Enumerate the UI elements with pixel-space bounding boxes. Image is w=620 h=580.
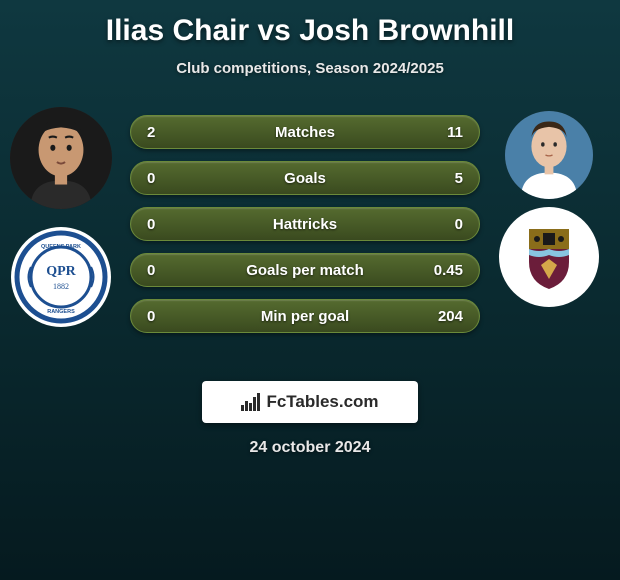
stat-row-min-per-goal: 0 Min per goal 204 — [130, 299, 480, 333]
stat-right-value: 5 — [427, 170, 463, 187]
stat-left-value: 0 — [147, 308, 183, 325]
stat-left-value: 0 — [147, 216, 183, 233]
date-text: 24 october 2024 — [0, 439, 620, 457]
stat-row-matches: 2 Matches 11 — [130, 115, 480, 149]
stat-label: Goals — [183, 170, 427, 187]
stat-rows: 2 Matches 11 0 Goals 5 0 Hattricks 0 0 G… — [130, 115, 480, 333]
stat-left-value: 0 — [147, 262, 183, 279]
svg-text:QUEENS PARK: QUEENS PARK — [41, 244, 81, 250]
right-column — [494, 107, 604, 307]
stat-left-value: 0 — [147, 170, 183, 187]
stat-row-hattricks: 0 Hattricks 0 — [130, 207, 480, 241]
stat-right-value: 204 — [427, 308, 463, 325]
club-right-svg — [499, 207, 599, 307]
svg-text:QPR: QPR — [46, 264, 76, 279]
player-right-photo — [505, 111, 593, 199]
player-left-svg — [10, 107, 112, 209]
stat-label: Min per goal — [183, 308, 427, 325]
player-right-svg — [505, 111, 593, 199]
page-title: Ilias Chair vs Josh Brownhill — [0, 14, 620, 48]
club-right-badge — [499, 207, 599, 307]
stat-right-value: 11 — [427, 124, 463, 141]
left-column: QPR 1882 QUEENS PARK RANGERS — [6, 107, 116, 327]
stat-right-value: 0.45 — [427, 262, 463, 279]
stat-right-value: 0 — [427, 216, 463, 233]
stat-label: Goals per match — [183, 262, 427, 279]
stat-row-goals: 0 Goals 5 — [130, 161, 480, 195]
club-left-svg: QPR 1882 QUEENS PARK RANGERS — [11, 227, 111, 327]
infographic-container: Ilias Chair vs Josh Brownhill Club compe… — [0, 0, 620, 467]
stats-area: QPR 1882 QUEENS PARK RANGERS — [0, 107, 620, 367]
stat-label: Matches — [183, 124, 427, 141]
logo-box: FcTables.com — [202, 381, 418, 423]
logo-text: FcTables.com — [266, 392, 378, 412]
svg-text:RANGERS: RANGERS — [47, 309, 75, 315]
player-left-photo — [10, 107, 112, 209]
subtitle: Club competitions, Season 2024/2025 — [0, 60, 620, 77]
stat-row-goals-per-match: 0 Goals per match 0.45 — [130, 253, 480, 287]
stat-label: Hattricks — [183, 216, 427, 233]
stat-left-value: 2 — [147, 124, 183, 141]
chart-icon — [241, 393, 260, 411]
svg-text:1882: 1882 — [53, 282, 69, 291]
club-left-badge: QPR 1882 QUEENS PARK RANGERS — [11, 227, 111, 327]
